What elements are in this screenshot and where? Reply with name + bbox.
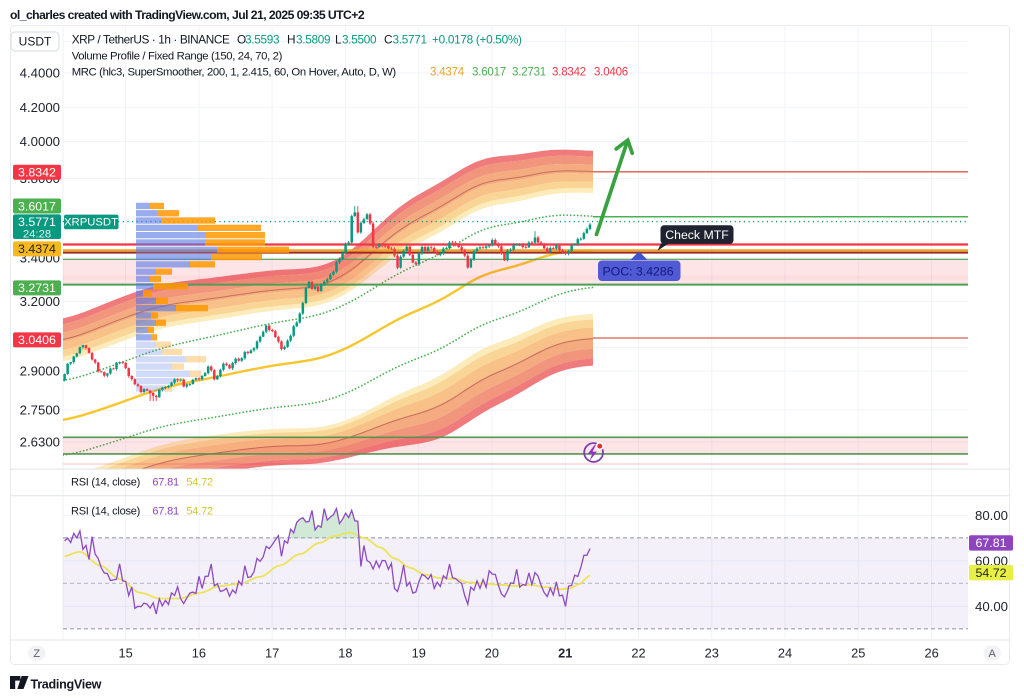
svg-text:25: 25 [851, 646, 865, 661]
svg-text:3.2000: 3.2000 [20, 294, 60, 309]
svg-text:16: 16 [192, 646, 206, 661]
svg-text:POC: 3.4286: POC: 3.4286 [602, 264, 673, 278]
svg-text:3.5809: 3.5809 [296, 33, 330, 47]
svg-text:Check MTF: Check MTF [665, 228, 729, 242]
svg-text:23: 23 [705, 646, 719, 661]
svg-text:Z: Z [33, 648, 40, 660]
svg-text:40.00: 40.00 [975, 599, 1008, 614]
svg-text:XRP / TetherUS · 1h · BINANCE: XRP / TetherUS · 1h · BINANCE [72, 33, 230, 47]
svg-text:24: 24 [778, 646, 792, 661]
svg-text:3.2731: 3.2731 [512, 67, 546, 79]
svg-text:3.5500: 3.5500 [342, 33, 377, 47]
svg-text:RSI (14, close): RSI (14, close) [71, 477, 140, 489]
svg-text:2.6300: 2.6300 [20, 435, 60, 450]
svg-text:67.81: 67.81 [152, 477, 179, 489]
svg-text:3.0406: 3.0406 [594, 67, 628, 79]
svg-text:80.00: 80.00 [975, 508, 1008, 523]
svg-text:3.8342: 3.8342 [552, 67, 586, 79]
svg-text:3.2731: 3.2731 [18, 281, 56, 295]
svg-text:2.9000: 2.9000 [20, 364, 60, 379]
svg-text:Volume Profile / Fixed Range (: Volume Profile / Fixed Range (150, 24, 7… [72, 51, 283, 63]
svg-text:19: 19 [412, 646, 426, 661]
svg-text:2.7500: 2.7500 [20, 403, 60, 418]
svg-text:3.6017: 3.6017 [472, 67, 506, 79]
svg-text:RSI (14, close): RSI (14, close) [71, 506, 140, 518]
svg-text:15: 15 [118, 646, 132, 661]
svg-text:18: 18 [338, 646, 352, 661]
svg-text:MRC (hlc3, SuperSmoother, 200,: MRC (hlc3, SuperSmoother, 200, 1, 2.415,… [72, 67, 397, 79]
svg-text:20: 20 [485, 646, 499, 661]
svg-text:+0.0178 (+0.50%): +0.0178 (+0.50%) [432, 33, 522, 47]
svg-text:24:28: 24:28 [23, 228, 51, 240]
svg-text:3.6017: 3.6017 [18, 199, 56, 213]
svg-text:3.0406: 3.0406 [18, 333, 56, 347]
svg-text:67.81: 67.81 [152, 506, 179, 518]
svg-text:54.72: 54.72 [186, 506, 213, 518]
svg-text:4.0000: 4.0000 [20, 134, 60, 149]
svg-text:3.4374: 3.4374 [18, 242, 56, 256]
svg-text:3.8342: 3.8342 [18, 166, 56, 180]
svg-text:L: L [335, 33, 342, 47]
svg-text:ol_charles created with Tradin: ol_charles created with TradingView.com,… [10, 8, 365, 22]
svg-text:4.4000: 4.4000 [20, 66, 60, 81]
svg-text:O: O [237, 33, 246, 47]
svg-text:54.72: 54.72 [186, 477, 213, 489]
svg-text:17: 17 [265, 646, 279, 661]
svg-text:3.5771: 3.5771 [18, 215, 56, 229]
svg-text:54.72: 54.72 [975, 566, 1006, 580]
svg-text:21: 21 [558, 646, 572, 661]
svg-text:26: 26 [924, 646, 938, 661]
svg-text:USDT: USDT [19, 35, 52, 49]
svg-text:H: H [287, 33, 295, 47]
svg-text:22: 22 [631, 646, 645, 661]
svg-text:C: C [384, 33, 393, 47]
svg-text:XRPUSDT: XRPUSDT [64, 217, 118, 229]
svg-text:A: A [989, 648, 997, 660]
svg-text:3.5771: 3.5771 [393, 33, 427, 47]
svg-text:3.5593: 3.5593 [245, 33, 280, 47]
svg-text:TradingView: TradingView [31, 678, 102, 692]
svg-text:67.81: 67.81 [975, 536, 1006, 550]
svg-text:4.2000: 4.2000 [20, 100, 60, 115]
svg-text:3.4374: 3.4374 [430, 67, 465, 79]
svg-text:60.00: 60.00 [975, 554, 1008, 569]
